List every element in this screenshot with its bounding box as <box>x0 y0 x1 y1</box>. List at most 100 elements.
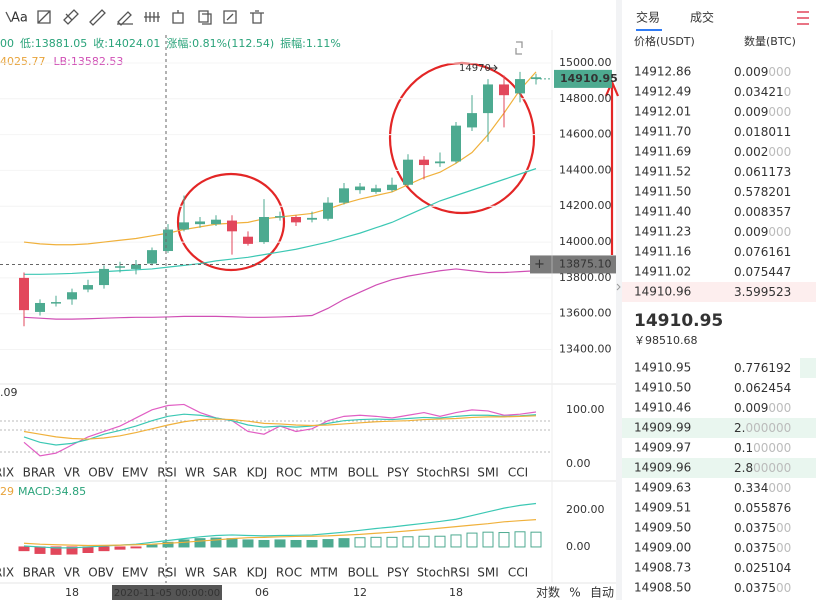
icon[interactable] <box>5 11 12 23</box>
candle-body <box>531 77 541 80</box>
indicator-tab[interactable]: ROC <box>276 566 302 580</box>
indicator-tab[interactable]: WR <box>185 566 205 580</box>
indicator-tab[interactable]: OBV <box>88 466 114 480</box>
indicator-tab[interactable]: BRAR <box>23 466 56 480</box>
indicator-tab[interactable]: CCI <box>508 466 528 480</box>
indicator-tab[interactable]: VR <box>64 566 81 580</box>
quantity: 0.009000 <box>734 65 791 79</box>
quantity-digits: 0.061173 <box>734 165 791 179</box>
indicator-tab[interactable]: MTM <box>310 466 338 480</box>
bids-price[interactable]: 14909.99 <box>634 421 691 435</box>
candle-body <box>163 229 173 252</box>
indicator-tab[interactable]: RSI <box>157 566 177 580</box>
indicator-tab[interactable]: VR <box>64 466 81 480</box>
log-toggle[interactable]: 对数 <box>536 585 560 600</box>
bids-price[interactable]: 14910.95 <box>634 361 691 375</box>
indicator-tab[interactable]: BOLL <box>348 466 379 480</box>
tab[interactable]: 交易 <box>636 10 660 25</box>
quantity: 2.000000 <box>734 421 791 435</box>
auto-toggle[interactable]: 自动 <box>590 586 614 600</box>
macd-bar <box>306 539 318 548</box>
icon[interactable] <box>37 10 51 24</box>
macd-bar <box>178 539 190 548</box>
indicator-tab[interactable]: BRAR <box>23 566 56 580</box>
asks-price[interactable]: 14911.40 <box>634 205 691 219</box>
indicator-tab[interactable]: EMV <box>122 566 149 580</box>
indicator-tab[interactable]: PSY <box>387 566 410 580</box>
indicator-tab[interactable]: SMI <box>477 466 499 480</box>
indicator-tab[interactable]: SMI <box>477 566 499 580</box>
bids-price[interactable]: 14909.63 <box>634 481 691 495</box>
asks-price[interactable]: 14912.01 <box>634 105 691 119</box>
indicator-tab[interactable]: RIX <box>0 466 14 480</box>
asks-price[interactable]: 14912.49 <box>634 85 691 99</box>
tab[interactable]: 成交 <box>690 10 714 25</box>
icon[interactable] <box>63 9 79 25</box>
indicator-tab[interactable]: CCI <box>508 566 528 580</box>
icon[interactable] <box>250 10 264 24</box>
candle-body <box>371 188 381 192</box>
indicator-tab[interactable]: StochRSI <box>416 566 469 580</box>
indicator-tab[interactable]: EMV <box>122 466 149 480</box>
bids-price[interactable]: 14908.73 <box>634 561 691 575</box>
icon[interactable] <box>89 9 106 26</box>
bids-price[interactable]: 14909.00 <box>634 541 691 555</box>
indicator-tab[interactable]: MTM <box>310 566 338 580</box>
indicator-tab[interactable]: KDJ <box>247 466 268 480</box>
quantity: 0.776192 <box>734 361 791 375</box>
menu-icon[interactable] <box>797 11 809 25</box>
bids-price[interactable]: 14910.50 <box>634 381 691 395</box>
candle-body <box>355 186 365 191</box>
icon[interactable] <box>198 10 212 25</box>
icon[interactable] <box>223 10 237 24</box>
collapse-arrow[interactable] <box>616 283 621 291</box>
icon[interactable] <box>117 11 133 26</box>
macd-bar <box>50 546 62 555</box>
indicator-tab[interactable]: BOLL <box>348 566 379 580</box>
quantity: 0.055876 <box>734 501 791 515</box>
indicator-tab[interactable]: KDJ <box>247 566 268 580</box>
indicator-tab[interactable]: OBV <box>88 566 114 580</box>
asks-price[interactable]: 14911.52 <box>634 165 691 179</box>
bids-price[interactable]: 14909.50 <box>634 521 691 535</box>
percent-toggle[interactable]: % <box>569 586 580 600</box>
bids-price[interactable]: 14909.97 <box>634 441 691 455</box>
candle-body <box>323 202 333 219</box>
candle-body <box>211 219 221 225</box>
candle-body <box>147 250 157 264</box>
asks-price[interactable]: 14911.23 <box>634 225 691 239</box>
indicator-tab[interactable]: RIX <box>0 566 14 580</box>
candle-body <box>35 302 45 312</box>
candle-body <box>243 236 253 244</box>
x-tick-label: 12 <box>353 586 367 599</box>
bids-price[interactable]: 14909.96 <box>634 461 691 475</box>
expand-icon[interactable] <box>515 41 523 55</box>
separator[interactable] <box>616 0 622 600</box>
bids-price[interactable]: 14909.51 <box>634 501 691 515</box>
icon[interactable] <box>144 12 160 22</box>
indicator-tab[interactable]: StochRSI <box>416 466 469 480</box>
asks-price[interactable]: 14911.16 <box>634 245 691 259</box>
quantity-digits: 0.009 <box>734 401 768 415</box>
candle-body <box>451 125 461 162</box>
asks-price[interactable]: 14911.70 <box>634 125 691 139</box>
info-item: 4025.77 <box>0 55 46 68</box>
indicator-tab[interactable]: RSI <box>157 466 177 480</box>
indicator-tab[interactable]: PSY <box>387 466 410 480</box>
bids-price[interactable]: 14910.46 <box>634 401 691 415</box>
macd-bar <box>386 536 398 548</box>
font-button[interactable]: Aa <box>11 11 28 26</box>
bids-price[interactable]: 14908.50 <box>634 581 691 595</box>
indicator-tab[interactable]: WR <box>185 466 205 480</box>
asks-price[interactable]: 14912.86 <box>634 65 691 79</box>
indicator-tab[interactable]: ROC <box>276 466 302 480</box>
macd-bar <box>98 546 110 552</box>
asks-price[interactable]: 14911.69 <box>634 145 691 159</box>
indicator-tab[interactable]: SAR <box>213 466 237 480</box>
asks-price[interactable]: 14911.50 <box>634 185 691 199</box>
icon[interactable] <box>172 10 184 24</box>
asks-price[interactable]: 14910.96 <box>634 285 691 299</box>
macd-bar <box>114 546 126 550</box>
asks-price[interactable]: 14911.02 <box>634 265 691 279</box>
indicator-tab[interactable]: SAR <box>213 566 237 580</box>
